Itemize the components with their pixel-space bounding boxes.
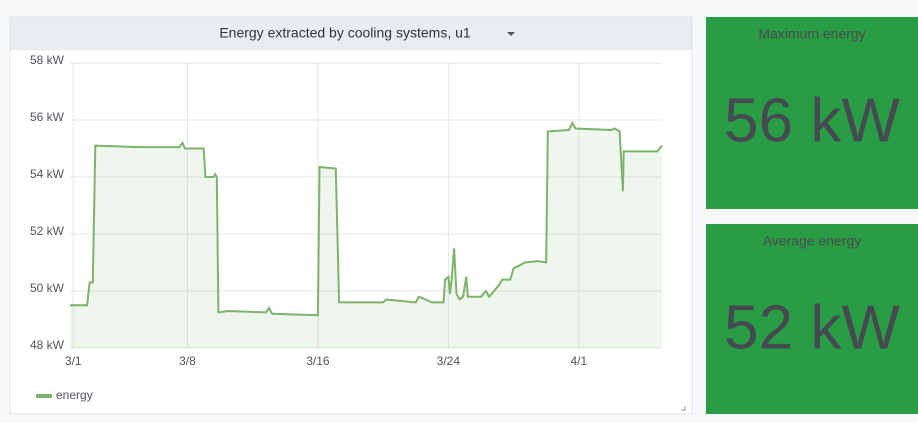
panel-title[interactable]: Energy extracted by cooling systems, u1 — [219, 25, 471, 41]
stat-value: 56 kW — [724, 86, 900, 155]
stat-title: Maximum energy — [758, 26, 865, 42]
resize-handle[interactable] — [681, 406, 686, 411]
panel-header[interactable] — [10, 17, 692, 51]
stat-title: Average energy — [763, 233, 862, 249]
stat-panel — [706, 224, 918, 414]
y-tick-label: 52 kW — [30, 224, 65, 238]
legend-label: energy — [56, 388, 93, 402]
y-tick-label: 50 kW — [30, 281, 65, 295]
series-line — [70, 120, 663, 317]
y-tick-label: 54 kW — [30, 167, 65, 181]
x-tick-label: 3/8 — [179, 354, 196, 368]
stat-panel — [706, 17, 918, 209]
x-tick-label: 3/24 — [437, 354, 461, 368]
dropdown-caret[interactable] — [507, 32, 515, 36]
y-tick-label: 56 kW — [30, 110, 65, 124]
x-tick-label: 3/1 — [65, 354, 82, 368]
x-tick-label: 4/1 — [570, 354, 587, 368]
x-tick-label: 3/16 — [306, 354, 330, 368]
y-tick-label: 48 kW — [30, 338, 65, 352]
y-tick-label: 58 kW — [30, 53, 65, 67]
stat-value: 52 kW — [724, 293, 900, 362]
